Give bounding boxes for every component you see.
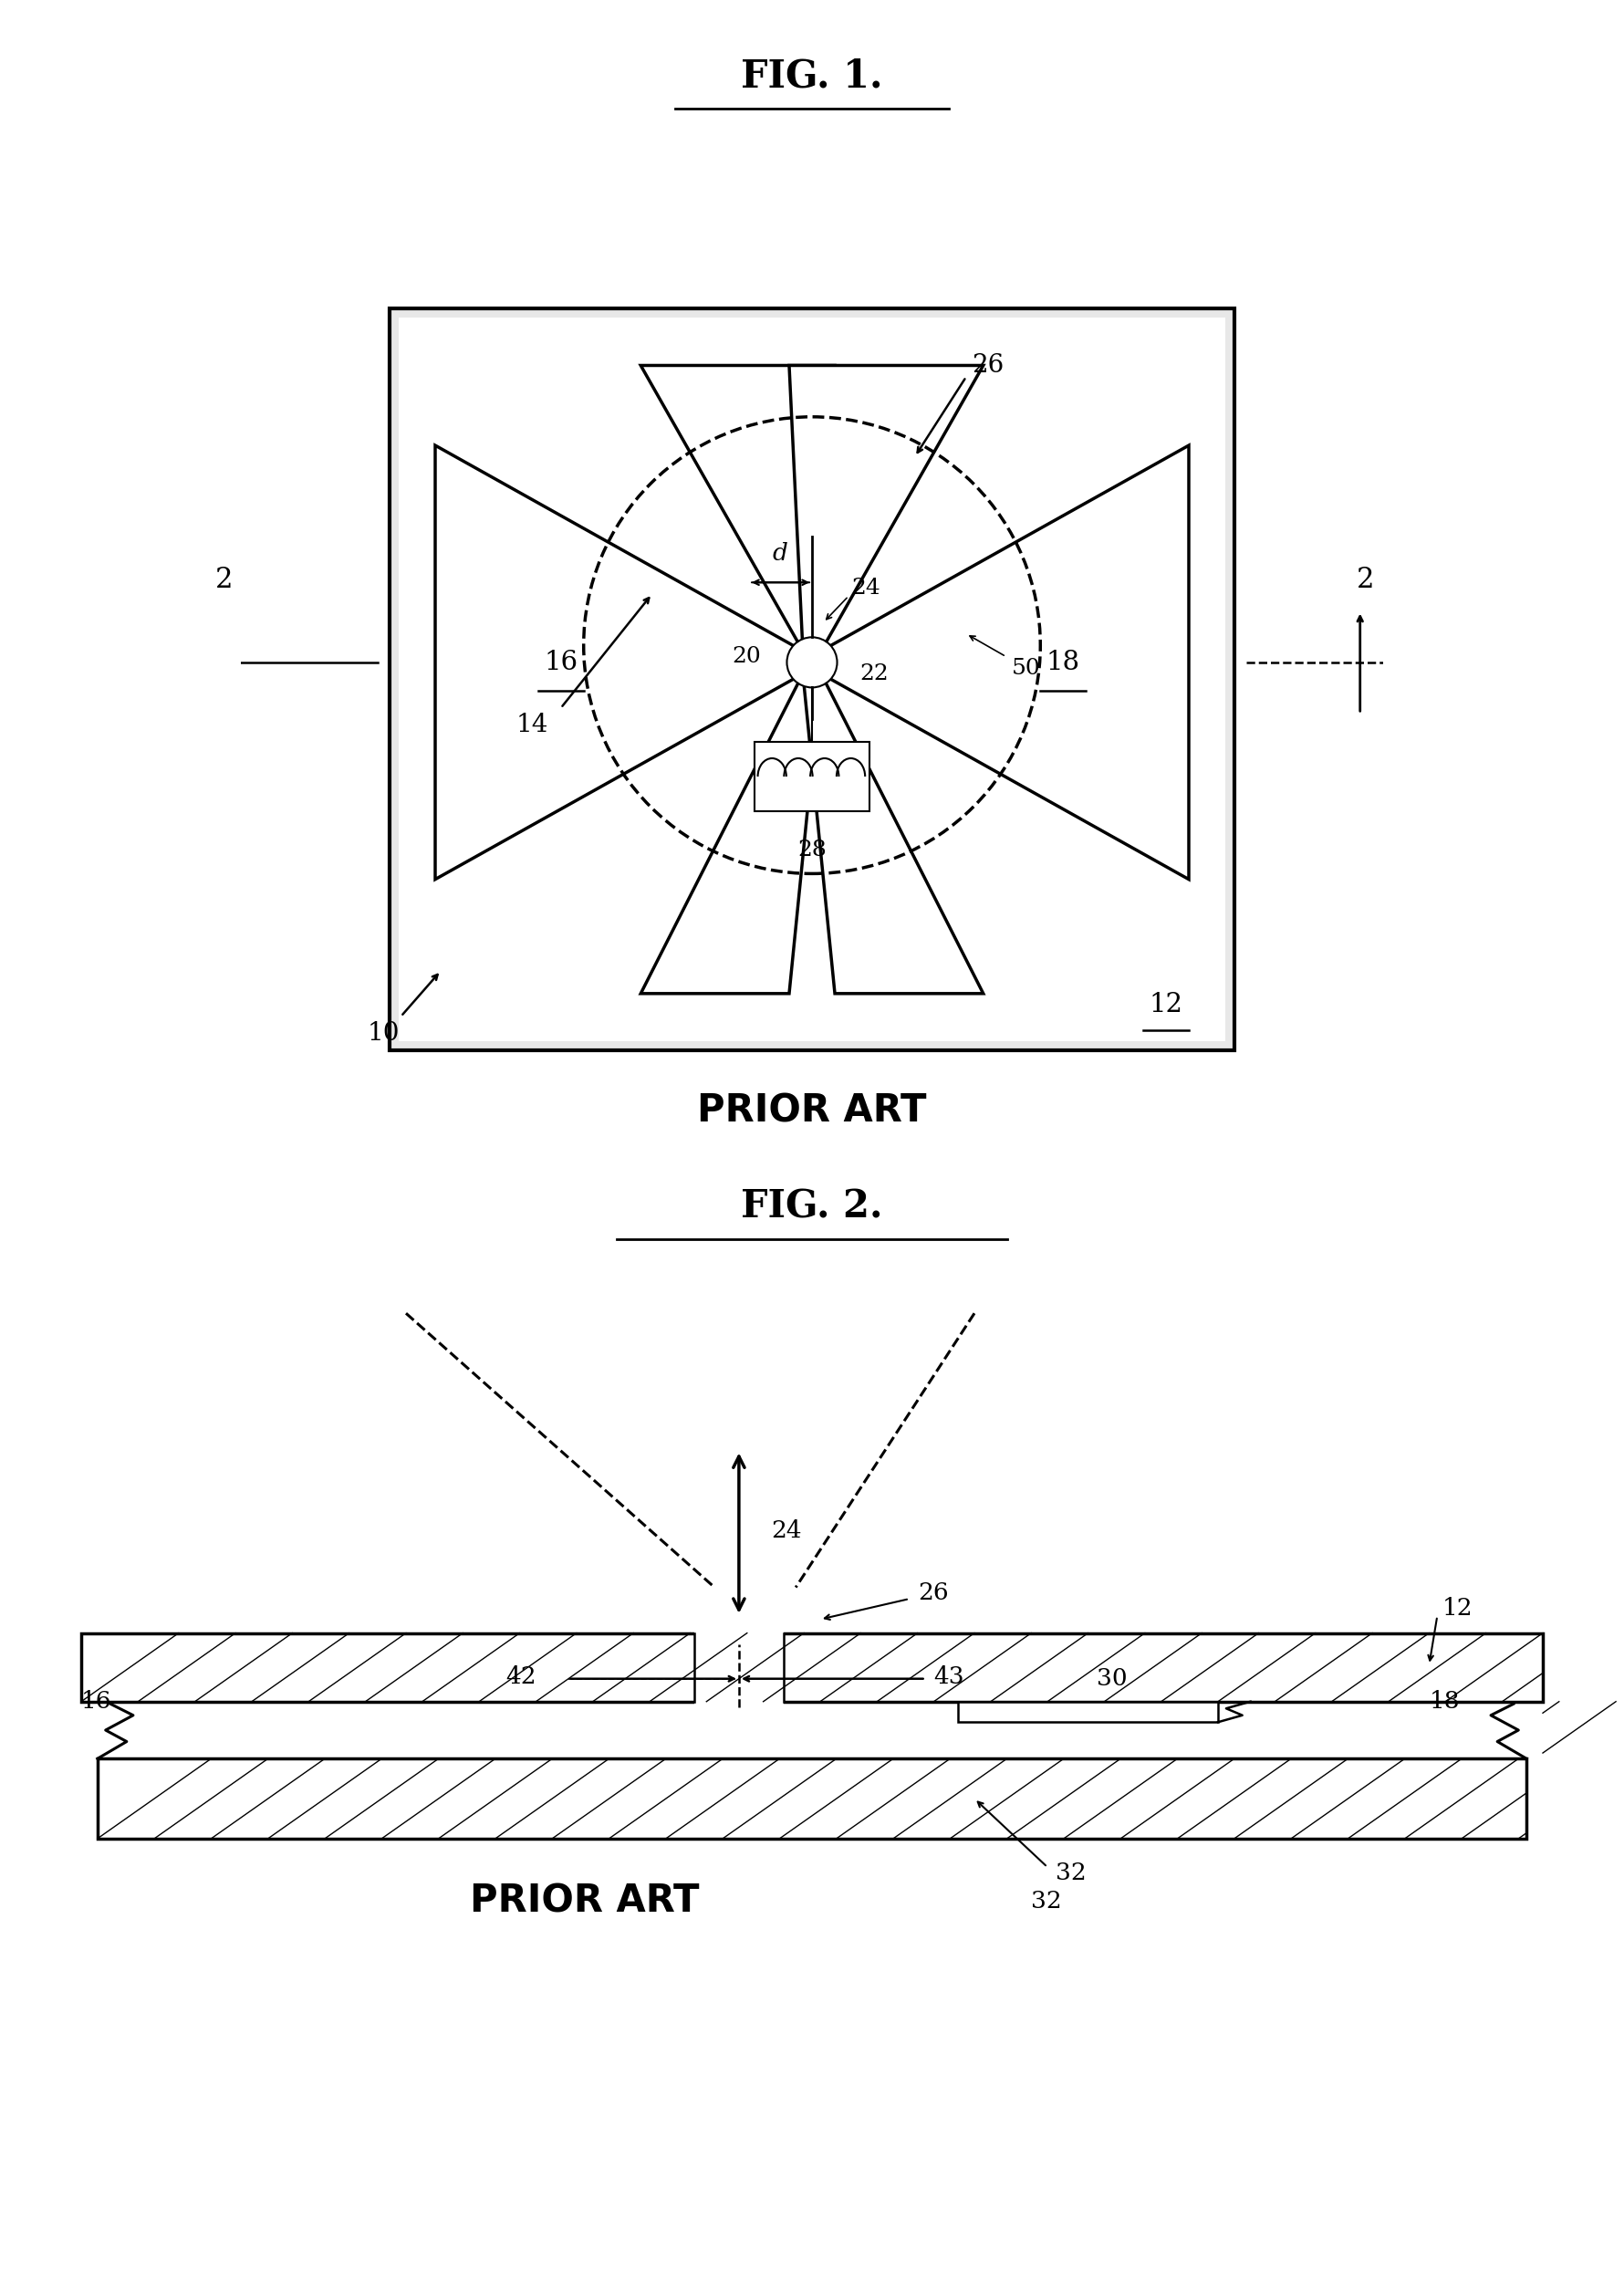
Text: 24: 24 <box>853 578 880 598</box>
Text: 16: 16 <box>544 649 578 676</box>
Text: 18: 18 <box>1429 1690 1460 1713</box>
Text: 14: 14 <box>516 713 549 738</box>
Text: 42: 42 <box>505 1665 536 1688</box>
Bar <box>398 317 1226 1042</box>
Text: 16: 16 <box>81 1690 112 1713</box>
Text: 32: 32 <box>1031 1891 1062 1912</box>
Circle shape <box>788 637 836 687</box>
Bar <box>390 308 1234 1051</box>
Text: PRIOR ART: PRIOR ART <box>469 1882 700 1921</box>
Bar <box>695 1626 783 1708</box>
Polygon shape <box>641 674 822 994</box>
Polygon shape <box>641 365 835 651</box>
Text: 12: 12 <box>1442 1597 1473 1619</box>
Text: 20: 20 <box>732 646 760 667</box>
Text: 26: 26 <box>918 1583 948 1603</box>
Text: 30: 30 <box>1096 1667 1127 1690</box>
Text: 26: 26 <box>971 354 1004 377</box>
Polygon shape <box>802 674 983 994</box>
Polygon shape <box>435 445 802 879</box>
Text: d: d <box>773 544 788 564</box>
Text: 22: 22 <box>861 662 888 685</box>
Polygon shape <box>789 365 983 651</box>
Text: PRIOR ART: PRIOR ART <box>697 1092 927 1131</box>
Bar <box>97 1759 1527 1839</box>
Text: 43: 43 <box>934 1665 965 1688</box>
Bar <box>958 1702 1218 1722</box>
Text: 12: 12 <box>1150 991 1182 1019</box>
Text: 24: 24 <box>771 1519 802 1542</box>
Text: FIG. 1.: FIG. 1. <box>741 57 883 96</box>
Text: 28: 28 <box>797 841 827 861</box>
Text: 2: 2 <box>214 566 232 594</box>
Polygon shape <box>822 445 1189 879</box>
Text: 10: 10 <box>367 1021 400 1046</box>
Text: 18: 18 <box>1046 649 1080 676</box>
Text: 50: 50 <box>1012 658 1041 678</box>
Text: 2: 2 <box>1358 566 1374 594</box>
Text: 32: 32 <box>1056 1861 1086 1884</box>
Bar <box>81 1633 1543 1702</box>
Bar <box>755 742 869 811</box>
Text: FIG. 2.: FIG. 2. <box>741 1188 883 1227</box>
